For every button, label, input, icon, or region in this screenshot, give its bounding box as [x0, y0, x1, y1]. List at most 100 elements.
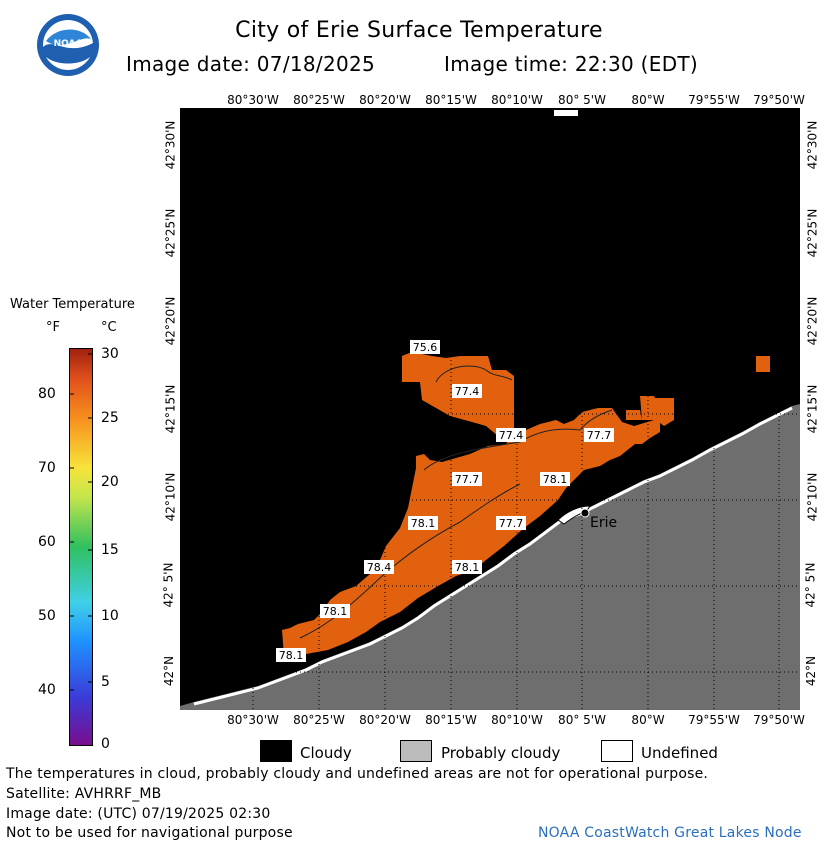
svg-text:77.7: 77.7: [499, 517, 524, 530]
f-tick: 60: [38, 534, 56, 550]
svg-text:77.7: 77.7: [587, 429, 612, 442]
temp-label: 78.4: [364, 560, 394, 574]
temp-label: 78.1: [276, 648, 306, 662]
coastline-undefined: [193, 406, 793, 706]
lon-label: 80°10'W: [491, 93, 543, 107]
lat-label: 42°15'N: [163, 384, 178, 434]
c-tick: 25: [101, 410, 119, 426]
svg-text:77.7: 77.7: [455, 473, 480, 486]
svg-text:78.1: 78.1: [323, 605, 348, 618]
key-undefined-swatch: [601, 740, 633, 762]
temp-label: 78.1: [540, 472, 570, 486]
c-tick: 20: [101, 474, 119, 490]
temp-label: 77.7: [452, 472, 482, 486]
temp-label: 77.7: [584, 428, 614, 442]
lon-label: 79°50'W: [753, 93, 805, 107]
svg-text:75.6: 75.6: [413, 341, 438, 354]
svg-text:77.4: 77.4: [455, 385, 480, 398]
satellite-text: Satellite: AVHRRF_MB: [6, 786, 162, 802]
water-temp-area: [282, 408, 640, 656]
f-tick: 40: [38, 682, 56, 698]
page-title: City of Erie Surface Temperature: [235, 18, 603, 43]
f-tick: 80: [38, 386, 56, 402]
lon-label: 80°30'W: [227, 93, 279, 107]
lat-label: 42°N: [162, 655, 177, 687]
svg-text:78.1: 78.1: [279, 649, 304, 662]
svg-text:77.4: 77.4: [499, 429, 524, 442]
temp-label: 77.7: [496, 516, 526, 530]
lat-label: 42°30'N: [805, 120, 820, 170]
lon-label: 80° 5'W: [558, 713, 606, 727]
lat-label: 42°20'N: [805, 296, 820, 346]
legend-unit-f: °F: [46, 320, 60, 335]
lon-label: 80°15'W: [425, 713, 477, 727]
c-tick: 0: [101, 736, 110, 752]
lon-label: 80°30'W: [227, 713, 279, 727]
lon-label: 79°55'W: [688, 93, 740, 107]
lon-label: 80°15'W: [425, 93, 477, 107]
map-svg: 75.6 77.4 77.4 77.7 77.7 78.1 78.1 77.7 …: [180, 108, 800, 710]
lon-label: 80°20'W: [359, 713, 411, 727]
left-latitude-axis: 42°30'N 42°25'N 42°20'N 42°15'N 42°10'N …: [160, 108, 182, 710]
legend-unit-c: °C: [101, 320, 117, 335]
temp-label: 75.6: [410, 340, 440, 354]
isotherm-contour: [423, 409, 613, 471]
graticule: [180, 108, 800, 710]
temp-label: 78.1: [408, 516, 438, 530]
f-tick: 70: [38, 460, 56, 476]
temp-label: 77.4: [496, 428, 526, 442]
key-cloudy-swatch: [260, 740, 292, 762]
city-label-erie: Erie: [590, 515, 617, 531]
lat-label: 42°15'N: [805, 384, 820, 434]
bottom-longitude-axis: 80°30'W 80°25'W 80°20'W 80°15'W 80°10'W …: [180, 713, 805, 727]
lon-label: 80°W: [631, 713, 665, 727]
noaa-logo: NOAA: [36, 13, 100, 81]
water-temp-patch: [626, 410, 642, 420]
water-temp-patch: [756, 356, 770, 372]
temperature-map: 75.6 77.4 77.4 77.7 77.7 78.1 78.1 77.7 …: [180, 108, 800, 710]
isotherm-contour: [435, 365, 513, 383]
key-undefined-label: Undefined: [641, 744, 718, 762]
key-probably-cloudy-label: Probably cloudy: [441, 744, 561, 762]
image-date: Image date: 07/18/2025: [126, 52, 376, 76]
temp-label: 77.4: [452, 384, 482, 398]
erie-city-marker: [580, 508, 590, 518]
color-bar: [69, 348, 93, 746]
svg-text:78.1: 78.1: [543, 473, 568, 486]
c-tick: 10: [101, 608, 119, 624]
lat-label: 42°10'N: [805, 472, 820, 522]
water-temp-patch: [644, 398, 674, 412]
image-time: Image time: 22:30 (EDT): [444, 52, 699, 76]
key-cloudy-label: Cloudy: [300, 744, 352, 762]
lat-label: 42°25'N: [163, 208, 178, 258]
c-tick: 5: [101, 674, 110, 690]
right-latitude-axis: 42°30'N 42°25'N 42°20'N 42°15'N 42°10'N …: [800, 108, 822, 710]
lon-label: 79°55'W: [688, 713, 740, 727]
lat-label: 42° 5'N: [803, 562, 818, 608]
svg-text:78.1: 78.1: [455, 561, 480, 574]
lat-label: 42° 5'N: [161, 562, 176, 608]
lon-label: 80°W: [631, 93, 665, 107]
undefined-patch: [554, 110, 578, 116]
lon-label: 80°20'W: [359, 93, 411, 107]
lon-label: 80° 5'W: [558, 93, 606, 107]
utc-date-text: Image date: (UTC) 07/19/2025 02:30: [6, 806, 271, 822]
lat-label: 42°20'N: [163, 296, 178, 346]
lon-label: 80°25'W: [293, 93, 345, 107]
c-tick: 15: [101, 542, 119, 558]
logo-text: NOAA: [54, 39, 83, 49]
credit-text: NOAA CoastWatch Great Lakes Node: [538, 825, 802, 841]
lon-label: 80°10'W: [491, 713, 543, 727]
c-tick: 30: [101, 346, 119, 362]
lon-label: 79°50'W: [753, 713, 805, 727]
key-probably-cloudy-swatch: [400, 740, 432, 762]
svg-text:78.1: 78.1: [411, 517, 436, 530]
temp-label: 78.1: [320, 604, 350, 618]
disclaimer-text: The temperatures in cloud, probably clou…: [6, 766, 709, 782]
navigation-warning: Not to be used for navigational purpose: [6, 825, 293, 841]
lat-label: 42°30'N: [163, 120, 178, 170]
legend-title: Water Temperature: [10, 297, 135, 312]
top-longitude-axis: 80°30'W 80°25'W 80°20'W 80°15'W 80°10'W …: [180, 93, 805, 107]
lat-label: 42°N: [804, 655, 819, 687]
lon-label: 80°25'W: [293, 713, 345, 727]
